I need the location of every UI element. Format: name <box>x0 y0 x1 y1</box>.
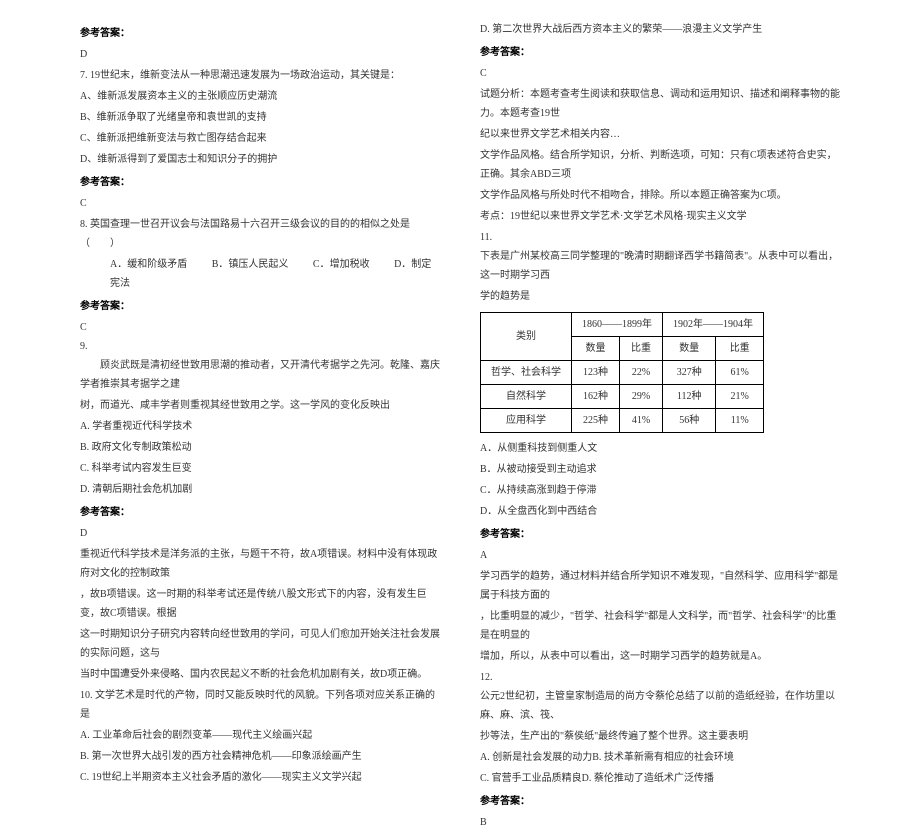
table-row: 哲学、社会科学 123种 22% 327种 61% <box>481 361 764 385</box>
q12-num: 12. <box>480 668 840 687</box>
q11-opt-b: B．从被动接受到主动追求 <box>480 460 840 479</box>
q8-opt-b: B．镇压人民起义 <box>212 259 289 270</box>
q10-opt-b: B. 第一次世界大战引发的西方社会精神危机——印象派绘画产生 <box>80 747 440 766</box>
q9-line2: 树，而道光、咸丰学者则重视其经世致用之学。这一学风的变化反映出 <box>80 396 440 415</box>
q10-exp-l4: 文学作品风格与所处时代不相吻合，排除。所以本题正确答案为C项。 <box>480 186 840 205</box>
left-column: 参考答案： D 7. 19世纪末，维新变法从一种思潮迅速发展为一场政治运动，其关… <box>70 20 460 631</box>
table-row: 应用科学 225种 41% 56种 11% <box>481 409 764 433</box>
q12-l2: 抄等法，生产出的"蔡侯纸"最终传遍了整个世界。这主要表明 <box>480 727 840 746</box>
answer-label: 参考答案： <box>80 24 440 43</box>
q9-exp-l3: 这一时期知识分子研究内容转向经世致用的学问，可见人们愈加开始关注社会发展的实际问… <box>80 625 440 663</box>
q11-opt-a: A．从侧重科技到侧重人文 <box>480 439 840 458</box>
q10-stem: 10. 文学艺术是时代的产物，同时又能反映时代的风貌。下列各项对应关系正确的是 <box>80 686 440 724</box>
q7-opt-a: A、维新派发展资本主义的主张顺应历史潮流 <box>80 87 440 106</box>
q10-exp-l1: 试题分析：本题考查考生阅读和获取信息、调动和运用知识、描述和阐释事物的能力。本题… <box>480 85 840 123</box>
answer-label: 参考答案： <box>80 297 440 316</box>
th-qty: 数量 <box>572 337 620 361</box>
q9-exp-l2: ，故B项错误。这一时期的科举考试还是传统八股文形式下的内容，没有发生巨变，故C项… <box>80 585 440 623</box>
table-row: 自然科学 162种 29% 112种 21% <box>481 385 764 409</box>
q12-opt-cd: C. 官营手工业品质精良D. 蔡伦推动了造纸术广泛传播 <box>480 769 840 788</box>
th-p2: 1902年——1904年 <box>663 313 764 337</box>
q11-l1: 下表是广州某校高三同学整理的"晚清时期翻译西学书籍简表"。从表中可以看出，这一时… <box>480 247 840 285</box>
th-p1: 1860——1899年 <box>572 313 663 337</box>
q10-opt-c: C. 19世纪上半期资本主义社会矛盾的激化——现实主义文学兴起 <box>80 768 440 787</box>
q11-table: 类别 1860——1899年 1902年——1904年 数量 比重 数量 比重 … <box>480 312 764 433</box>
q9-num: 9. <box>80 337 440 356</box>
q8-opts: A．缓和阶级矛盾 B．镇压人民起义 C．增加税收 D．制定宪法 <box>80 255 440 293</box>
answer-value: D <box>80 524 440 543</box>
q7-stem: 7. 19世纪末，维新变法从一种思潮迅速发展为一场政治运动，其关键是： <box>80 66 440 85</box>
q12-opt-ab: A. 创新是社会发展的动力B. 技术革新需有相应的社会环境 <box>480 748 840 767</box>
right-column: D. 第二次世界大战后西方资本主义的繁荣——浪漫主义文学产生 参考答案： C 试… <box>460 20 850 631</box>
q11-exp-l3: 增加，所以，从表中可以看出，这一时期学习西学的趋势就是A。 <box>480 647 840 666</box>
answer-value: A <box>480 546 840 565</box>
q10-kd: 考点：19世纪以来世界文学艺术·文学艺术风格·现实主义文学 <box>480 207 840 226</box>
q11-exp-l2: ，比重明显的减少，"哲学、社会科学"都是人文科学，而"哲学、社会科学"的比重是在… <box>480 607 840 645</box>
answer-label: 参考答案： <box>480 43 840 62</box>
answer-value: C <box>480 64 840 83</box>
q11-num: 11. <box>480 228 840 247</box>
answer-value: C <box>80 318 440 337</box>
th-qty: 数量 <box>663 337 716 361</box>
q9-opt-c: C. 科举考试内容发生巨变 <box>80 459 440 478</box>
answer-label: 参考答案： <box>80 503 440 522</box>
q8-stem: 8. 英国查理一世召开议会与法国路易十六召开三级会议的目的的相似之处是（ ） <box>80 215 440 253</box>
q11-opt-d: D．从全盘西化到中西结合 <box>480 502 840 521</box>
answer-label: 参考答案： <box>480 525 840 544</box>
q11-l2: 学的趋势是 <box>480 287 840 306</box>
q10-opt-d: D. 第二次世界大战后西方资本主义的繁荣——浪漫主义文学产生 <box>480 20 840 39</box>
q9-line1: 顾炎武既是清初经世致用思潮的推动者，又开清代考据学之先河。乾隆、嘉庆学者推崇其考… <box>80 356 440 394</box>
answer-value: D <box>80 45 440 64</box>
q7-opt-b: B、维新派争取了光绪皇帝和袁世凯的支持 <box>80 108 440 127</box>
q10-opt-a: A. 工业革命后社会的剧烈变革——现代主义绘画兴起 <box>80 726 440 745</box>
q10-exp-l3: 文学作品风格。结合所学知识，分析、判断选项，可知：只有C项表述符合史实，正确。其… <box>480 146 840 184</box>
q7-opt-d: D、维新派得到了爱国志士和知识分子的拥护 <box>80 150 440 169</box>
q10-exp-l2: 纪以来世界文学艺术相关内容… <box>480 125 840 144</box>
q11-exp-l1: 学习西学的趋势，通过材料并结合所学知识不难发现，"自然科学、应用科学"都是属于科… <box>480 567 840 605</box>
q7-opt-c: C、维新派把维新变法与救亡图存结合起来 <box>80 129 440 148</box>
th-pct: 比重 <box>716 337 764 361</box>
answer-label: 参考答案： <box>80 173 440 192</box>
answer-value: C <box>80 194 440 213</box>
q9-opt-d: D. 清朝后期社会危机加剧 <box>80 480 440 499</box>
q8-opt-c: C．增加税收 <box>313 259 370 270</box>
q9-opt-b: B. 政府文化专制政策松动 <box>80 438 440 457</box>
th-pct: 比重 <box>620 337 663 361</box>
answer-value: B <box>480 813 840 832</box>
q8-opt-a: A．缓和阶级矛盾 <box>110 259 187 270</box>
answer-label: 参考答案： <box>480 792 840 811</box>
q12-l1: 公元2世纪初，主管皇家制造局的尚方令蔡伦总结了以前的造纸经验，在作坊里以麻、麻、… <box>480 687 840 725</box>
q9-exp-l4: 当时中国遭受外来侵略、国内农民起义不断的社会危机加剧有关，故D项正确。 <box>80 665 440 684</box>
q11-opt-c: C．从持续高涨到趋于停滞 <box>480 481 840 500</box>
q9-exp-l1: 重视近代科学技术是洋务派的主张，与题干不符，故A项错误。材料中没有体现政府对文化… <box>80 545 440 583</box>
th-cat: 类别 <box>481 313 572 361</box>
q9-opt-a: A. 学者重视近代科学技术 <box>80 417 440 436</box>
